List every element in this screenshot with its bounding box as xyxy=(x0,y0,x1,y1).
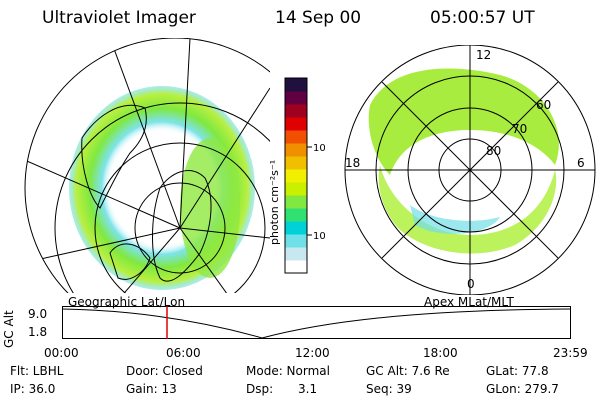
lat-label-60: 60 xyxy=(536,98,551,112)
door-info: Door: Closed xyxy=(126,364,203,378)
colorbar-segment xyxy=(285,260,307,274)
ip-info: IP: 36.0 xyxy=(10,382,56,396)
geo-latlon-title: Geographic Lat/Lon xyxy=(68,295,186,309)
time-tick-0600: 06:00 xyxy=(166,346,201,360)
timeline-y-label-max: 9.0 xyxy=(28,307,48,321)
colorbar-segment xyxy=(285,221,307,235)
greenland-outline xyxy=(81,104,147,209)
apex-mlat-title: Apex MLat/MLT xyxy=(424,295,514,309)
time-tick-1800: 18:00 xyxy=(423,346,458,360)
altitude-curve xyxy=(62,308,571,339)
mlt-label-12: 12 xyxy=(476,48,491,62)
colorbar-segment xyxy=(285,234,307,248)
gc-alt-axis-label: GC Alt xyxy=(2,310,16,348)
lat-label-80: 80 xyxy=(486,144,501,158)
coast-outline xyxy=(109,243,151,280)
mlt-label-18: 18 xyxy=(345,156,360,170)
colorbar-segment xyxy=(285,195,307,209)
seq-info: Seq: 39 xyxy=(366,382,412,396)
colorbar-segment xyxy=(285,169,307,183)
colorbar-tick-100: 100 xyxy=(313,143,325,154)
colorbar-segment xyxy=(285,156,307,170)
instrument-title: Ultraviolet Imager xyxy=(42,8,196,28)
dsp-value: 3.1 xyxy=(298,382,318,396)
timeline-plot xyxy=(62,306,571,339)
colorbar-segment xyxy=(285,182,307,196)
colorbar-segment xyxy=(285,130,307,144)
mlt-label-0: 0 xyxy=(467,277,475,291)
glon-info: GLon: 279.7 xyxy=(486,382,559,396)
colorbar-segment xyxy=(285,247,307,261)
colorbar-segment xyxy=(285,117,307,131)
colorbar-segment xyxy=(285,78,307,92)
geographic-image xyxy=(24,38,270,293)
colorbar-unit-label: photon cm⁻²s⁻¹ xyxy=(268,160,281,245)
time-tick-1200: 12:00 xyxy=(295,346,330,360)
auroral-oval-dayside xyxy=(368,68,559,175)
colorbar-segment xyxy=(285,91,307,105)
canada-outline xyxy=(152,170,212,282)
date-label: 14 Sep 00 xyxy=(275,8,362,28)
time-tick-0000: 00:00 xyxy=(44,346,79,360)
glat-info: GLat: 77.8 xyxy=(486,364,549,378)
filter-info: Flt: LBHL xyxy=(10,364,64,378)
mlt-label-6: 6 xyxy=(577,156,585,170)
timeline-y-label-min: 1.8 xyxy=(28,325,48,339)
mode-info: Mode: Normal xyxy=(246,364,330,378)
lat-label-70: 70 xyxy=(512,122,527,136)
colorbar-tick-10: 10 xyxy=(313,231,325,242)
time-label: 05:00:57 UT xyxy=(430,8,535,28)
time-tick-2359: 23:59 xyxy=(553,346,588,360)
colorbar-segment xyxy=(285,208,307,222)
gc-alt-info: GC Alt: 7.6 Re xyxy=(366,364,450,378)
colorbar: 100 10 photon cm⁻²s⁻¹ xyxy=(268,77,325,274)
dsp-label: Dsp: xyxy=(246,382,274,396)
colorbar-segment xyxy=(285,143,307,157)
gain-info: Gain: 13 xyxy=(126,382,177,396)
mlt-polar-plot: 12 18 6 0 60 70 80 xyxy=(344,45,596,295)
colorbar-segment xyxy=(285,104,307,118)
